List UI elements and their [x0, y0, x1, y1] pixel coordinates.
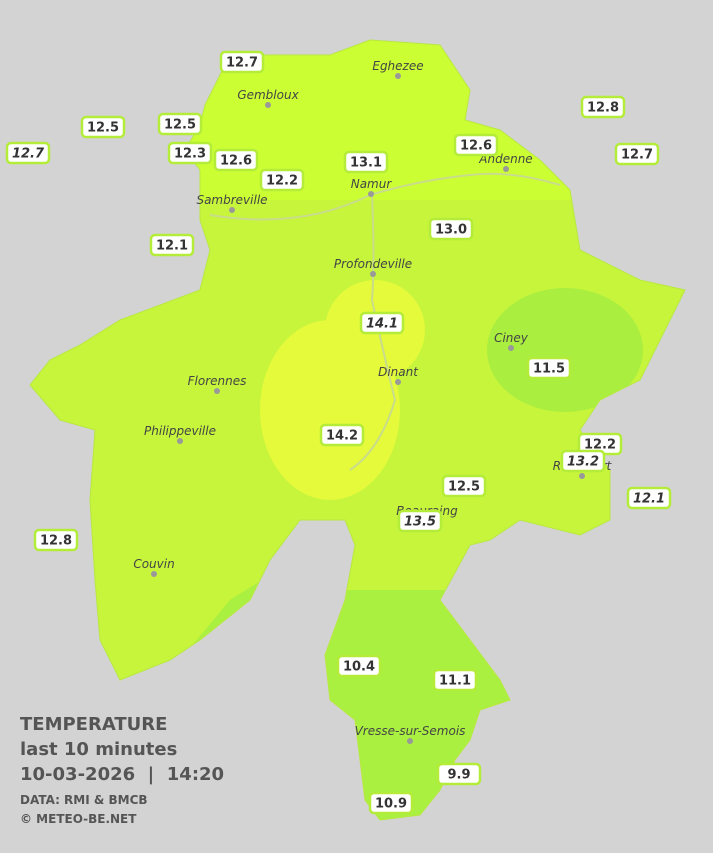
station-box	[526, 356, 572, 380]
city-label: Ciney	[494, 331, 529, 345]
station-box	[219, 50, 265, 74]
station-box	[436, 762, 482, 786]
station-temperature: 12.7	[621, 148, 653, 163]
city-label: Philippeville	[144, 424, 216, 438]
station-box	[428, 217, 474, 241]
station-temperature: 13.5	[404, 515, 436, 530]
city-dot	[407, 738, 413, 744]
station-temperature: 12.7	[226, 56, 258, 71]
city-label: Gembloux	[237, 88, 299, 102]
city-label: Florennes	[188, 374, 247, 388]
station-box	[432, 668, 478, 692]
city-label: Couvin	[133, 557, 174, 571]
station-box	[560, 449, 606, 473]
city-label: Sambreville	[196, 193, 267, 207]
station-temperature: 13.1	[350, 156, 382, 171]
city-dot	[395, 379, 401, 385]
station-temperature: 12.2	[266, 174, 298, 189]
station-box	[167, 141, 213, 165]
city-dot	[214, 388, 220, 394]
legend-source: DATA: RMI & BMCB	[20, 793, 148, 807]
city-dot	[368, 191, 374, 197]
city-dot	[177, 438, 183, 444]
station-temperature: 12.1	[633, 492, 665, 507]
station-temperature: 13.0	[435, 223, 467, 238]
station-box	[453, 133, 499, 157]
station-temperature: 12.6	[220, 154, 252, 169]
station-temperature: 12.7	[12, 147, 45, 162]
station-box	[441, 474, 487, 498]
station-box	[626, 486, 672, 510]
station-box	[33, 528, 79, 552]
station-temperature: 14.1	[366, 317, 398, 332]
station-box	[157, 112, 203, 136]
station-temperature: 12.5	[448, 480, 480, 495]
station-temperature: 13.2	[567, 455, 599, 470]
city-label: Dinant	[378, 365, 419, 379]
station-temperature: 12.2	[584, 438, 616, 453]
station-box	[614, 142, 660, 166]
station-box	[5, 141, 51, 165]
station-temperature: 12.3	[174, 147, 206, 162]
station-temperature: 12.8	[40, 534, 72, 549]
city-dot	[508, 345, 514, 351]
station-temperature: 12.6	[460, 139, 492, 154]
station-box	[213, 148, 259, 172]
station-temperature: 10.9	[375, 797, 407, 812]
legend-title: TEMPERATURE	[20, 714, 167, 735]
zone	[487, 288, 643, 412]
station-box	[580, 95, 626, 119]
city-label: Namur	[351, 177, 393, 191]
stations: 12.7 12.5 12.5 12.3 12.6 12.2 13.1 12.6 12.8 12.7…	[5, 50, 672, 815]
city-dot	[265, 102, 271, 108]
station-temperature: 9.9	[447, 768, 470, 783]
station-temperature: 12.5	[87, 121, 119, 136]
city-label: Profondeville	[334, 257, 412, 271]
station-box	[397, 509, 443, 533]
city-label: Eghezee	[372, 59, 423, 73]
station-box	[336, 654, 382, 678]
station-box	[259, 168, 305, 192]
city-dot	[579, 473, 585, 479]
city-dot	[151, 571, 157, 577]
city-dot	[503, 166, 509, 172]
station-temperature: 11.1	[439, 674, 471, 689]
station-box	[368, 791, 414, 815]
station-box	[359, 311, 405, 335]
city-dot	[395, 73, 401, 79]
station-box	[149, 233, 195, 257]
river	[209, 172, 561, 471]
station-box	[80, 115, 126, 139]
legend-copyright: © METEO-BE.NET	[20, 812, 137, 826]
station-box	[319, 423, 365, 447]
station-temperature: 12.5	[164, 118, 196, 133]
station-temperature: 12.1	[156, 239, 188, 254]
station-box	[343, 150, 389, 174]
station-temperature: 11.5	[533, 362, 565, 377]
city-dot	[229, 207, 235, 213]
city-label: Vresse-sur-Semois	[355, 724, 466, 738]
station-temperature: 14.2	[326, 429, 358, 444]
station-temperature: 10.4	[343, 660, 375, 675]
station-temperature: 12.8	[587, 101, 619, 116]
city-dot	[370, 271, 376, 277]
legend-timestamp: 10-03-2026 | 14:20	[20, 764, 224, 785]
legend-period: last 10 minutes	[20, 739, 177, 760]
